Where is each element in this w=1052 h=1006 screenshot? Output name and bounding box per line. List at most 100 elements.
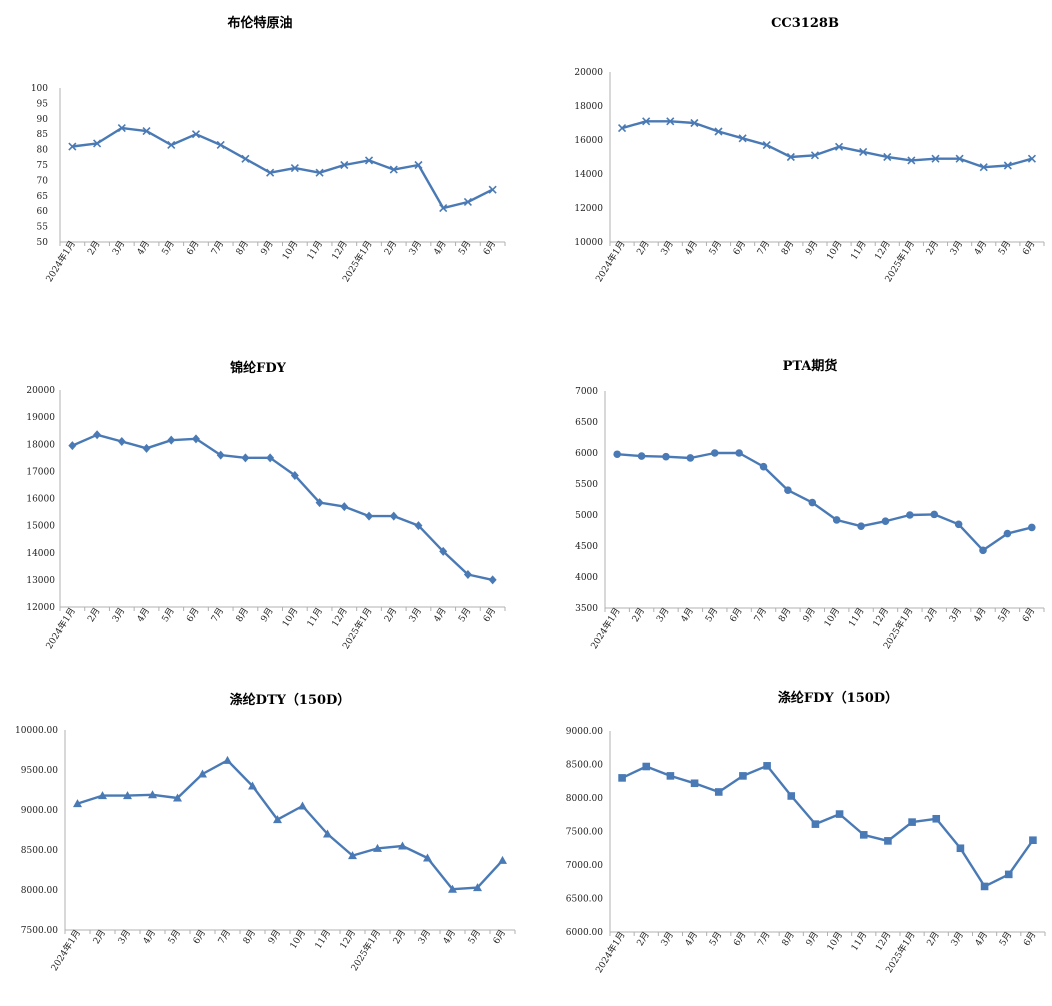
y-tick-label: 14000 <box>574 170 603 180</box>
data-point <box>810 151 820 160</box>
data-point <box>857 522 865 530</box>
x-tick-label: 4月 <box>971 606 988 624</box>
data-point <box>216 140 225 150</box>
data-point <box>955 154 964 163</box>
x-tick-label: 2月 <box>923 606 940 624</box>
data-point <box>266 168 275 177</box>
chart-title: 涤纶DTY（150D） <box>230 692 351 708</box>
x-tick-label: 12月 <box>338 928 358 951</box>
y-tick-label: 50 <box>37 238 49 248</box>
x-tick-label: 7月 <box>209 606 226 624</box>
data-point <box>373 843 382 852</box>
data-point <box>93 430 102 440</box>
data-point <box>167 140 176 150</box>
y-tick-label: 7500.00 <box>21 926 58 936</box>
x-tick-label: 4月 <box>679 606 696 624</box>
data-point <box>241 154 250 163</box>
data-point <box>167 435 176 445</box>
x-tick-label: 12月 <box>330 606 350 629</box>
x-tick-label: 5月 <box>160 606 177 624</box>
x-tick-label: 12月 <box>871 606 891 629</box>
data-point <box>315 168 324 177</box>
y-tick-label: 7000 <box>575 387 598 397</box>
x-tick-label: 2月 <box>630 606 647 624</box>
x-tick-label: 6月 <box>191 928 208 946</box>
data-point <box>954 520 963 529</box>
y-tick-label: 70 <box>37 176 49 186</box>
data-point <box>142 443 151 453</box>
data-point <box>348 851 357 860</box>
x-tick-label: 2月 <box>925 930 942 948</box>
data-point <box>637 452 646 460</box>
y-tick-label: 7500.00 <box>566 828 603 838</box>
x-tick-label: 2月 <box>85 606 102 624</box>
data-point <box>932 814 941 823</box>
x-tick-label: 2月 <box>91 928 108 946</box>
data-point <box>340 160 349 170</box>
data-point <box>216 450 225 460</box>
data-point <box>1003 161 1012 170</box>
x-tick-label: 3月 <box>659 930 676 948</box>
data-point <box>739 772 747 780</box>
data-point <box>198 769 207 778</box>
data-point <box>439 204 448 213</box>
x-tick-label: 5月 <box>707 930 724 948</box>
data-point <box>340 502 349 512</box>
data-point <box>248 781 257 790</box>
y-tick-label: 20000 <box>26 386 55 396</box>
data-point <box>473 883 482 892</box>
data-point <box>666 772 675 780</box>
series-line <box>71 433 493 582</box>
x-tick-label: 10月 <box>288 928 308 951</box>
y-tick-label: 75 <box>37 161 49 171</box>
data-point <box>463 569 472 579</box>
x-tick-label: 8月 <box>780 930 797 948</box>
y-tick-label: 16000 <box>26 495 55 505</box>
y-tick-label: 7000.00 <box>566 861 603 871</box>
y-tick-label: 4000 <box>575 573 598 583</box>
chart-panel: CC3128B200001800016000140001200010000202… <box>574 16 1045 284</box>
data-point <box>488 575 497 585</box>
data-point <box>908 818 916 826</box>
x-tick-label: 5月 <box>456 606 473 624</box>
data-point <box>68 142 77 151</box>
data-point <box>735 449 743 457</box>
y-tick-label: 55 <box>37 223 49 233</box>
data-point <box>463 197 472 207</box>
data-point <box>931 154 940 163</box>
data-point <box>662 452 670 461</box>
data-point <box>617 124 627 133</box>
y-tick-label: 85 <box>37 130 49 140</box>
x-tick-label: 10月 <box>280 606 300 629</box>
x-tick-label: 7月 <box>752 606 769 624</box>
data-point <box>642 117 651 126</box>
y-tick-label: 20000 <box>574 68 603 78</box>
data-point <box>835 810 844 818</box>
data-point <box>907 156 916 165</box>
x-tick-label: 3月 <box>949 930 966 948</box>
series-line <box>621 764 1034 888</box>
data-point <box>123 791 132 800</box>
data-point <box>618 774 626 782</box>
data-point <box>859 831 868 839</box>
y-tick-label: 16000 <box>574 136 603 146</box>
series-line <box>77 759 504 891</box>
x-tick-label: 3月 <box>110 606 127 624</box>
y-tick-label: 90 <box>37 115 49 125</box>
data-point <box>906 511 914 519</box>
y-tick-label: 10000 <box>574 238 603 248</box>
y-tick-label: 18000 <box>26 440 55 450</box>
x-tick-label: 9月 <box>266 928 283 946</box>
x-tick-label: 11月 <box>846 606 866 629</box>
series-line <box>72 126 494 210</box>
x-tick-label: 6月 <box>728 606 745 624</box>
y-tick-label: 15000 <box>26 522 55 532</box>
x-tick-label: 8月 <box>241 928 258 946</box>
x-tick-label: 9月 <box>801 606 818 624</box>
y-tick-label: 65 <box>37 192 49 202</box>
chart-title: CC3128B <box>771 16 839 31</box>
series-line <box>617 451 1033 552</box>
data-point <box>298 801 307 810</box>
y-tick-label: 5500 <box>575 480 598 490</box>
